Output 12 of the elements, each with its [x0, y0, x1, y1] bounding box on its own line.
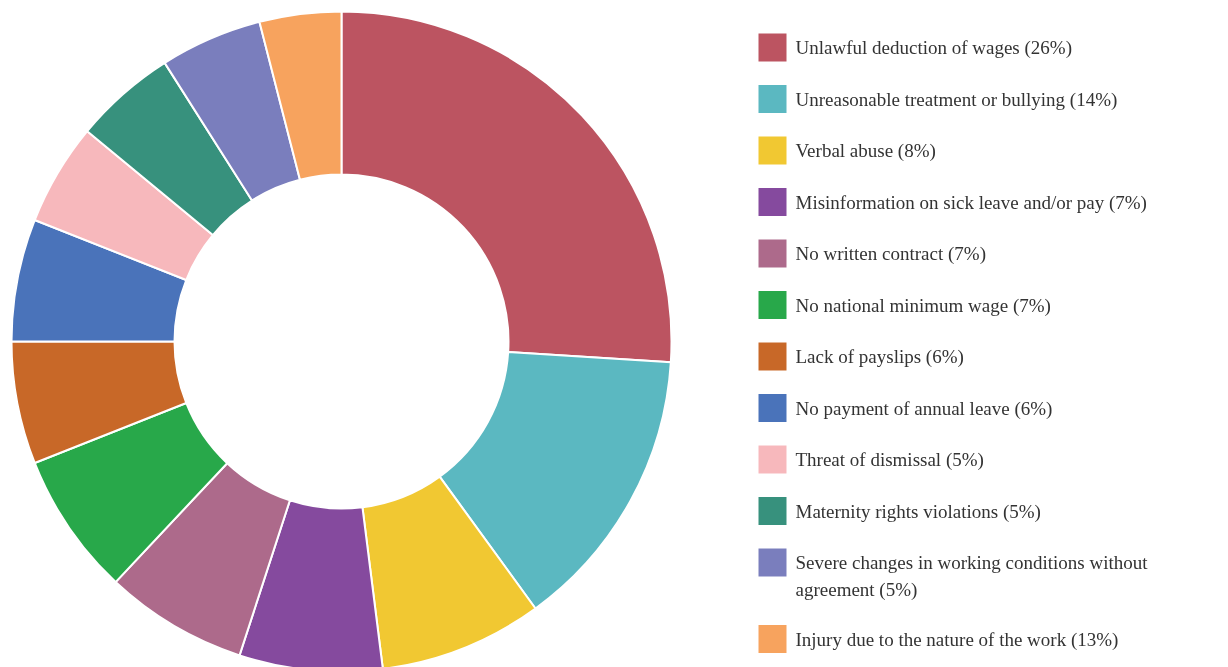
legend-label: Unreasonable treatment or bullying (14%)	[795, 88, 1118, 111]
legend-label: Injury due to the nature of the work (13%)	[795, 628, 1119, 651]
legend-label: Maternity rights violations (5%)	[795, 500, 1041, 523]
legend-label: Severe changes in working conditions without agreement (5%)	[795, 551, 1149, 601]
legend-label: No national minimum wage (7%)	[795, 294, 1051, 317]
legend-label: Unlawful deduction of wages (26%)	[795, 37, 1072, 59]
legend-label: Misinformation on sick leave and/or pay (7%)	[795, 191, 1147, 214]
legend-label: No written contract (7%)	[795, 243, 986, 265]
legend-label: Verbal abuse (8%)	[795, 140, 936, 162]
legend-label: Lack of payslips (6%)	[795, 346, 964, 368]
legend-label: Threat of dismissal (5%)	[795, 449, 984, 471]
legend-label: No payment of annual leave (6%)	[795, 397, 1053, 420]
